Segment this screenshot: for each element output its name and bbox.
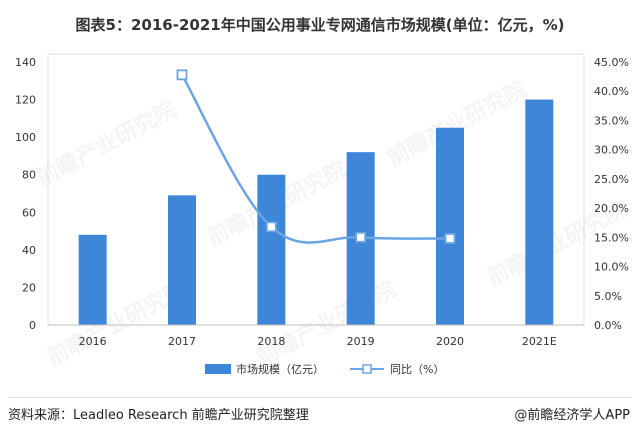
legend-swatch-bar — [205, 364, 231, 374]
y-right-tick-label: 20.0% — [594, 202, 629, 215]
bar — [436, 127, 464, 325]
legend-label-line: 同比（%） — [390, 363, 444, 376]
line-marker — [265, 221, 277, 233]
x-tick-label: 2017 — [168, 335, 196, 348]
y-right-tick-label: 30.0% — [594, 144, 629, 157]
watermark-text: 前瞻产业研究院 — [33, 96, 181, 191]
y-right-tick-label: 25.0% — [594, 173, 629, 186]
y-left-tick-label: 120 — [15, 94, 36, 107]
y-right-axis: 0.0% 5.0% 10.0% 15.0% 20.0% 25.0% 30.0% 35.0% 40… — [594, 56, 629, 332]
line-marker — [444, 233, 456, 244]
x-tick-label: 2021E — [522, 335, 557, 348]
y-left-axis: 0 20 40 60 80 100 120 140 — [15, 56, 36, 332]
x-tick-label: 2016 — [79, 335, 107, 348]
y-left-tick-label: 80 — [22, 169, 36, 182]
y-left-tick-label: 60 — [22, 206, 36, 219]
x-tick-label: 2020 — [436, 335, 464, 348]
y-right-tick-label: 5.0% — [594, 290, 622, 303]
x-tick-label: 2019 — [347, 335, 375, 348]
y-left-tick-label: 40 — [22, 244, 36, 257]
y-left-tick-label: 100 — [15, 131, 36, 144]
bar — [257, 174, 286, 325]
x-axis: 2016 2017 2018 2019 2020 2021E — [79, 335, 557, 348]
y-right-tick-label: 45.0% — [594, 56, 629, 69]
x-tick-label: 2018 — [257, 335, 285, 348]
line-marker — [176, 69, 188, 81]
y-left-tick-label: 0 — [29, 319, 36, 332]
yoy-line — [180, 74, 451, 244]
legend-swatch-marker — [362, 364, 372, 374]
y-left-tick-label: 140 — [15, 56, 36, 69]
footer-divider — [8, 397, 632, 398]
chart-title: 图表5：2016-2021年中国公用事业专网通信市场规模(单位：亿元，%) — [75, 16, 565, 34]
bar — [78, 234, 107, 325]
y-right-tick-label: 0.0% — [594, 319, 622, 332]
y-right-tick-label: 35.0% — [594, 114, 629, 127]
y-left-tick-label: 20 — [22, 281, 36, 294]
brand-label: @前瞻经济学人APP — [514, 408, 630, 423]
source-note: 资料来源：Leadleo Research 前瞻产业研究院整理 — [8, 408, 309, 423]
line-marker — [355, 231, 367, 243]
y-right-tick-label: 40.0% — [594, 85, 629, 98]
y-right-tick-label: 15.0% — [594, 231, 629, 244]
bar — [168, 195, 196, 325]
legend: 市场规模（亿元） 同比（%） — [205, 362, 444, 376]
bar — [525, 99, 554, 325]
legend-label-bar: 市场规模（亿元） — [236, 362, 324, 376]
line-series — [176, 69, 456, 244]
y-right-tick-label: 10.0% — [594, 261, 629, 274]
